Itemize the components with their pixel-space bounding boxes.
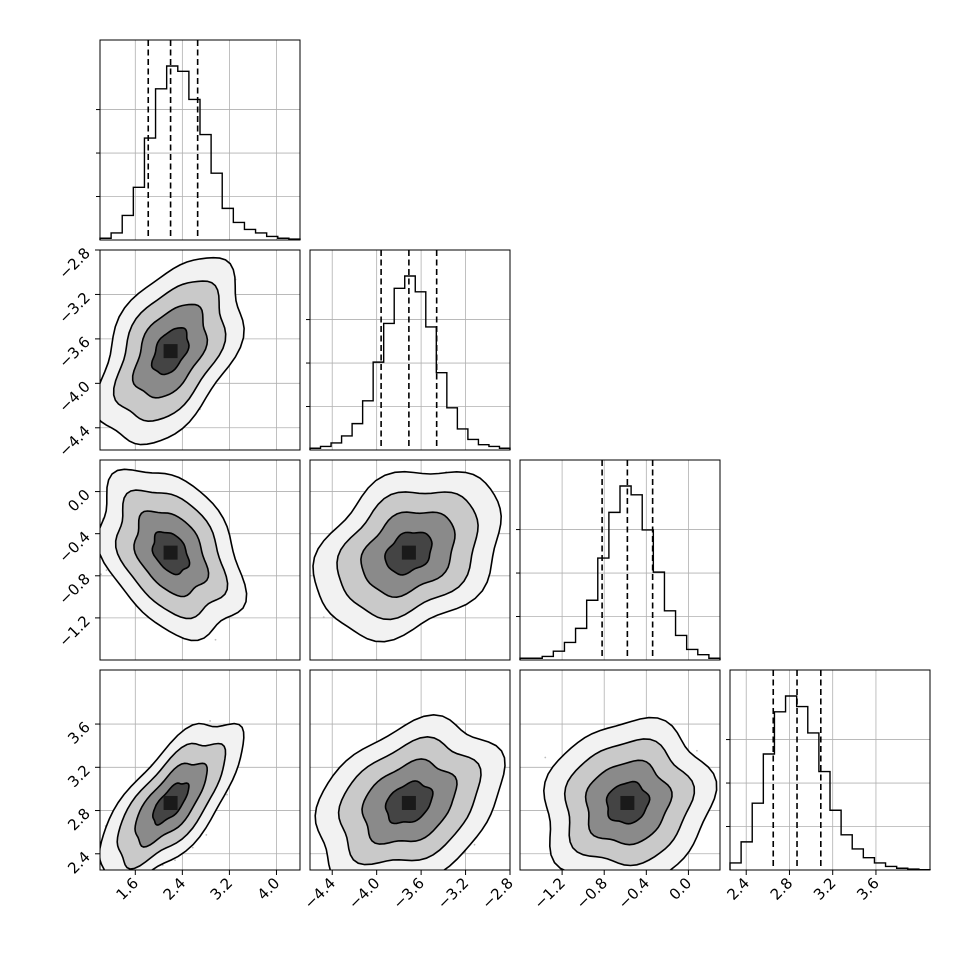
contour-line-2: [133, 510, 210, 598]
contour-line-3: [116, 742, 227, 870]
density-peak: [401, 795, 416, 810]
panel-content: [307, 670, 510, 877]
contour-line-3: [112, 280, 227, 423]
histogram-panel-3: [516, 459, 721, 661]
scatter-point: [105, 569, 108, 572]
panel-frame: [99, 459, 301, 661]
scatter-point: [205, 243, 207, 245]
scatter-point: [372, 872, 374, 874]
scatter-point: [209, 720, 211, 722]
contour-line-4: [100, 468, 248, 642]
panel-frame: [309, 669, 511, 871]
scatter-point: [205, 834, 208, 836]
contour-line-4: [312, 470, 503, 643]
histogram-step-3: [519, 485, 721, 660]
histogram-panel-1: [96, 39, 301, 241]
contour-line-1: [384, 780, 434, 825]
panel-frame: [519, 459, 721, 661]
contour-line-2: [360, 511, 456, 599]
panel-frame: [309, 459, 511, 661]
histogram-panel-4: [726, 669, 931, 871]
contour-line-4: [314, 713, 506, 870]
contour-line-2: [131, 303, 209, 399]
histogram-step-2: [309, 275, 511, 450]
scatter-panel-1-3: [99, 459, 301, 661]
histogram-step-4: [729, 695, 931, 871]
scatter-point: [97, 877, 99, 879]
panel-frame: [309, 249, 511, 451]
scatter-panel-2-3: [309, 459, 511, 661]
scatter-point: [214, 638, 217, 641]
histogram-step-1: [99, 65, 301, 240]
density-peak: [163, 795, 178, 810]
panel-frame: [729, 669, 931, 871]
scatter-point: [191, 846, 194, 849]
scatter-panel-1-4: [97, 669, 301, 879]
contour-line-4: [100, 722, 245, 870]
panel-content: [100, 243, 300, 456]
panel-frame: [99, 39, 301, 241]
panel-content: [310, 460, 510, 660]
panel-content: [520, 670, 720, 874]
density-peak: [163, 344, 178, 359]
contour-line-3: [337, 735, 482, 866]
scatter-point: [226, 793, 228, 796]
scatter-point: [473, 843, 476, 846]
panel-frame: [99, 249, 301, 451]
panel-content: [97, 670, 300, 879]
scatter-panel-1-2: [99, 243, 301, 456]
panel-frame: [99, 669, 301, 871]
scatter-point: [159, 454, 161, 456]
scatter-point: [384, 875, 386, 877]
scatter-point: [174, 859, 176, 862]
density-peak: [401, 545, 416, 560]
contour-line-3: [336, 491, 479, 621]
contour-line-4: [100, 256, 245, 446]
scatter-point: [322, 616, 325, 619]
histogram-panel-2: [306, 249, 511, 451]
scatter-point: [142, 872, 144, 874]
contour-line-1: [150, 326, 190, 376]
panel-content: [100, 460, 300, 660]
scatter-point: [624, 872, 626, 874]
contour-line-1: [151, 782, 190, 826]
scatter-point: [307, 864, 309, 866]
contour-line-2: [361, 758, 458, 845]
contour-line-2: [134, 762, 209, 848]
density-peak: [163, 545, 178, 560]
scatter-point: [117, 873, 119, 875]
contour-line-1: [151, 530, 191, 576]
scatter-point: [100, 573, 102, 576]
contour-line-3: [114, 489, 229, 620]
scatter-panel-2-4: [307, 669, 511, 877]
scatter-panel-3-4: [519, 669, 721, 874]
contour-line-1: [384, 531, 433, 576]
